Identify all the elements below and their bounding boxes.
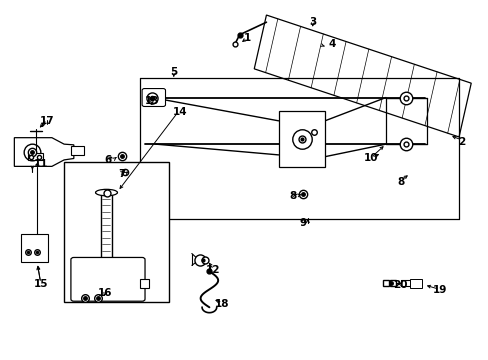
Bar <box>409 279 422 288</box>
FancyBboxPatch shape <box>71 257 145 301</box>
Text: 16: 16 <box>98 288 113 298</box>
Text: 7: 7 <box>118 168 125 179</box>
Text: 17: 17 <box>40 116 54 126</box>
Text: 18: 18 <box>215 299 229 309</box>
Text: 14: 14 <box>172 107 187 117</box>
Polygon shape <box>254 15 470 137</box>
Text: 9: 9 <box>299 218 306 228</box>
Bar <box>21 234 48 262</box>
Text: 11: 11 <box>33 159 48 169</box>
Text: 1: 1 <box>243 33 250 43</box>
Bar <box>140 279 149 288</box>
Text: 5: 5 <box>170 67 177 77</box>
Text: 15: 15 <box>33 279 48 289</box>
Bar <box>278 111 325 167</box>
Polygon shape <box>14 138 74 166</box>
Ellipse shape <box>95 189 117 196</box>
Text: 20: 20 <box>392 280 407 290</box>
Text: 19: 19 <box>431 285 446 296</box>
Bar <box>64 162 168 302</box>
Text: 4: 4 <box>328 39 335 49</box>
FancyBboxPatch shape <box>142 89 165 107</box>
Text: 2: 2 <box>457 138 464 147</box>
Bar <box>28 153 43 160</box>
Text: 10: 10 <box>363 153 378 163</box>
Text: 8: 8 <box>396 177 404 187</box>
Text: 13: 13 <box>144 96 159 106</box>
Bar <box>71 146 83 155</box>
Text: 8: 8 <box>289 191 296 201</box>
Text: 12: 12 <box>205 265 220 275</box>
Text: 3: 3 <box>308 17 316 27</box>
Text: 6: 6 <box>104 155 111 165</box>
